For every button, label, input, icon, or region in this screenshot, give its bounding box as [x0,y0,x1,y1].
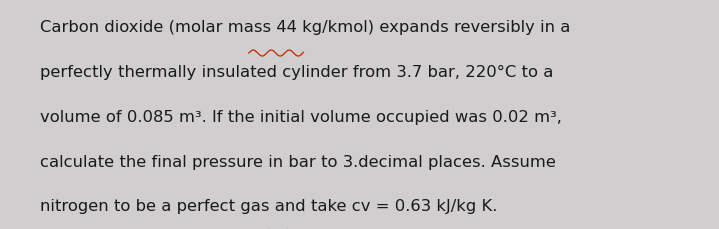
Text: volume of 0.085 m³. If the initial volume occupied was 0.02 m³,: volume of 0.085 m³. If the initial volum… [40,109,562,124]
Text: calculate the final pressure in bar to 3.decimal places. Assume: calculate the final pressure in bar to 3… [40,154,555,169]
Text: nitrogen to be a perfect gas and take cv = 0.63 kJ/kg K.: nitrogen to be a perfect gas and take cv… [40,199,497,214]
Text: Carbon dioxide (molar mass 44 kg/kmol) expands reversibly in a: Carbon dioxide (molar mass 44 kg/kmol) e… [40,20,570,35]
Text: perfectly thermally insulated cylinder from 3.7 bar, 220°C to a: perfectly thermally insulated cylinder f… [40,65,553,80]
